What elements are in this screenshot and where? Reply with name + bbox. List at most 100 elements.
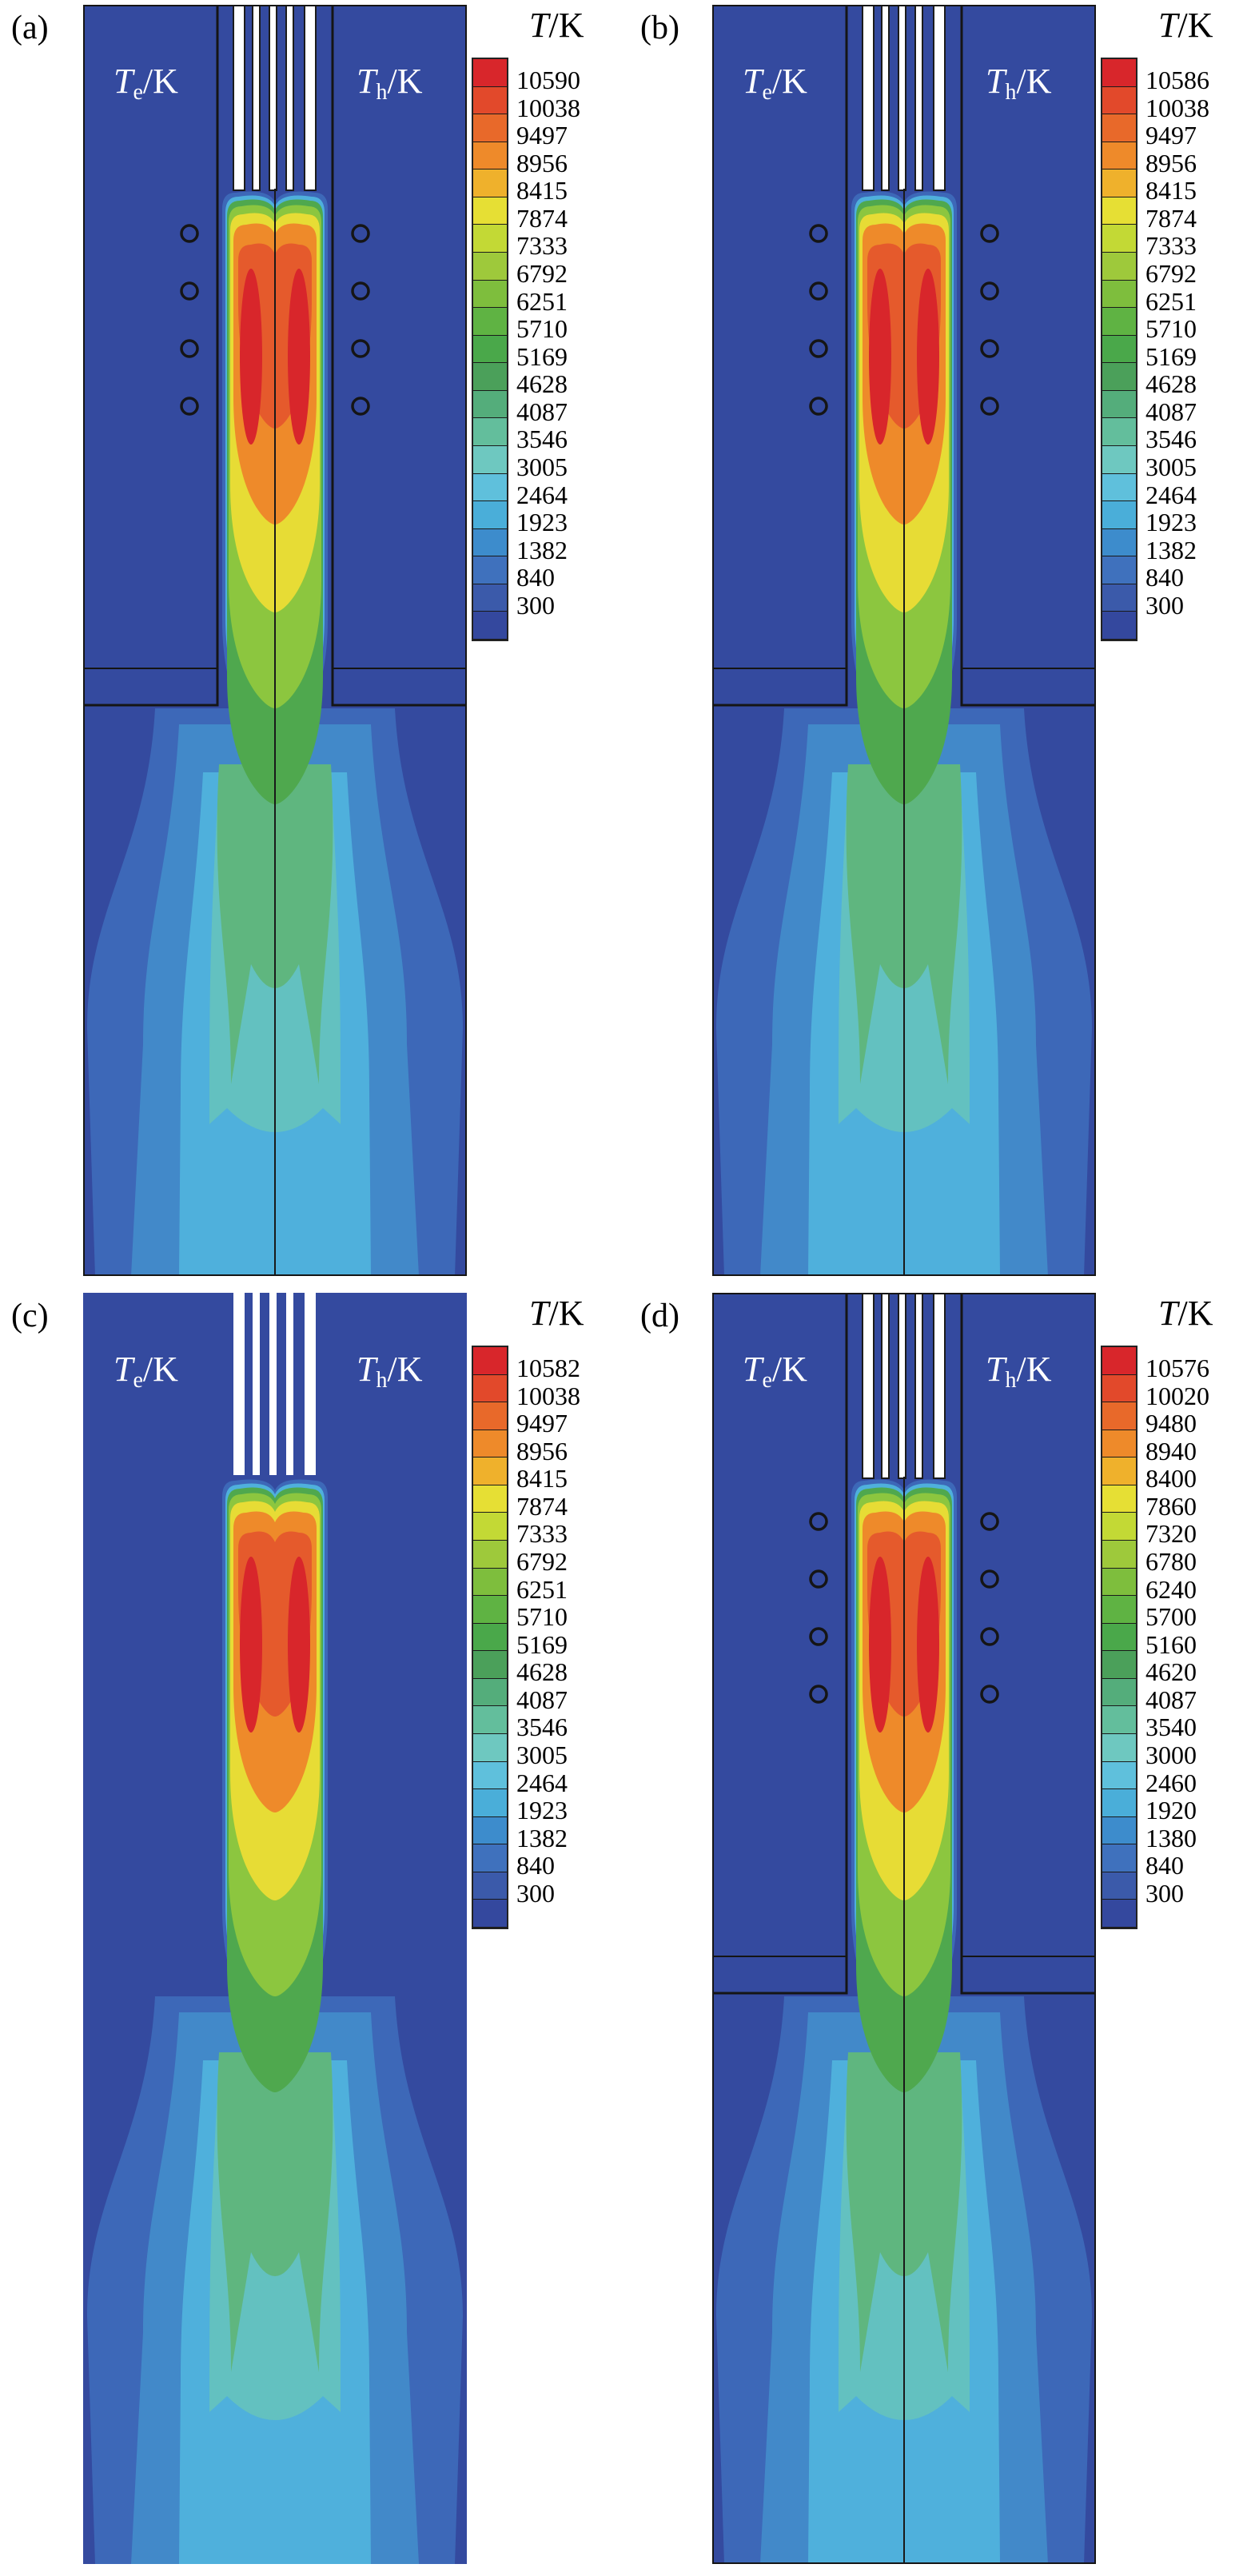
- colorbar-legend: T/K 10582 10038 9497 8956 8415 7874 7333 6792 625…: [472, 1296, 624, 1936]
- coil-icon: [180, 397, 199, 416]
- colorbar-tick-label: 1923: [1145, 508, 1197, 537]
- plot-area: [83, 5, 467, 1276]
- heavy-temperature-label: Th/K: [986, 1352, 1051, 1392]
- colorbar-tick-label: 5169: [516, 1629, 568, 1659]
- electron-temperature-label: Te/K: [114, 64, 178, 104]
- colorbar-swatch: [473, 1513, 507, 1541]
- colorbar-tick-label: 4087: [1145, 397, 1197, 426]
- hot-lobe: [869, 1557, 891, 1733]
- injector-tube: [269, 5, 277, 191]
- colorbar-swatch: [1102, 1900, 1136, 1928]
- injector-tube: [253, 1293, 260, 1475]
- colorbar-legend: T/K 10576 10020 9480 8940 8400 7860 7320 6780 624…: [1101, 1296, 1253, 1936]
- coil-icon: [809, 1627, 828, 1646]
- temperature-field: [712, 1293, 1096, 2564]
- plot-area: [712, 1293, 1096, 2564]
- colorbar-swatch: [473, 1872, 507, 1900]
- colorbar-tick-label: 5169: [516, 341, 568, 371]
- temperature-subscript: h: [376, 80, 388, 105]
- temperature-symbol: T: [357, 62, 377, 101]
- colorbar-swatch: [1102, 59, 1136, 87]
- colorbar-swatch: [473, 584, 507, 612]
- coil-icon: [180, 224, 199, 243]
- colorbar-tick-label: 7333: [516, 1519, 568, 1549]
- colorbar-tick-label: 5160: [1145, 1629, 1197, 1659]
- colorbar-tick-label: 4620: [1145, 1657, 1197, 1687]
- electron-temperature-label: Te/K: [743, 64, 807, 104]
- colorbar-swatch: [473, 225, 507, 253]
- injector-tube: [914, 1293, 923, 1479]
- panel-label: (d): [640, 1298, 679, 1334]
- coil-icon: [180, 339, 199, 358]
- colorbar-swatch: [473, 59, 507, 87]
- colorbar-tick-label: 3005: [1145, 453, 1197, 481]
- colorbar-swatch: [1102, 1430, 1136, 1458]
- colorbar-tick-label: 5710: [516, 314, 568, 344]
- colorbar-tick-label: 300: [1145, 590, 1184, 620]
- legend-title-symbol: T: [529, 1294, 549, 1333]
- colorbar-tick-label: 840: [516, 563, 555, 592]
- figure-panel: (b) Te/K Th/K T/K 10586 10038 9497 8956 8415 7874…: [629, 0, 1258, 1288]
- colorbar-tick-label: 4087: [516, 397, 568, 426]
- injector-tube: [881, 5, 890, 191]
- colorbar-tick-label: 840: [516, 1851, 555, 1880]
- temperature-symbol: T: [743, 62, 763, 101]
- injector-tube: [933, 5, 946, 191]
- colorbar-tick-label: 3546: [516, 425, 568, 454]
- colorbar-swatch: [473, 1789, 507, 1817]
- temperature-subscript: h: [376, 1368, 388, 1393]
- temperature-subscript: e: [133, 80, 143, 105]
- colorbar-swatch: [1102, 473, 1136, 502]
- colorbar-tick-label: 10582: [516, 1354, 580, 1382]
- coil-icon: [980, 1512, 999, 1531]
- colorbar-tick-label: 1923: [516, 508, 568, 537]
- colorbar-swatch: [1102, 253, 1136, 281]
- coil-icon: [809, 1569, 828, 1589]
- colorbar: [472, 1346, 508, 1929]
- temperature-symbol: T: [986, 62, 1006, 101]
- injector-tube: [862, 1293, 875, 1479]
- colorbar-swatch: [473, 280, 507, 309]
- temperature-field: [712, 5, 1096, 1276]
- temperature-subscript: e: [762, 1368, 772, 1393]
- colorbar-tick-label: 4628: [516, 369, 568, 399]
- colorbar-tick-label: 1382: [516, 535, 568, 564]
- colorbar-tick-label: 9497: [1145, 121, 1197, 150]
- colorbar-swatch: [1102, 1568, 1136, 1597]
- colorbar-swatch: [473, 1430, 507, 1458]
- coil-icon: [980, 397, 999, 416]
- colorbar-swatch: [1102, 1513, 1136, 1541]
- injector-tube: [898, 1293, 906, 1479]
- colorbar-tick-label: 3005: [516, 453, 568, 481]
- colorbar-swatch: [473, 142, 507, 170]
- colorbar-swatch: [1102, 363, 1136, 391]
- colorbar-tick-label: 3546: [1145, 425, 1197, 454]
- colorbar-tick-label: 6792: [1145, 259, 1197, 288]
- colorbar-tick-label: 8415: [516, 176, 568, 205]
- colorbar: [472, 58, 508, 641]
- colorbar: [1101, 58, 1137, 641]
- colorbar-swatch: [473, 169, 507, 197]
- coil-icon: [980, 1627, 999, 1646]
- torch-wall: [712, 5, 848, 707]
- torch-wall: [960, 5, 1096, 707]
- injector-tube: [305, 1293, 316, 1475]
- injector-tube: [286, 1293, 293, 1475]
- coil-icon: [980, 224, 999, 243]
- temperature-subscript: e: [133, 1368, 143, 1393]
- colorbar-tick-label: 10590: [516, 66, 580, 94]
- colorbar-tick-label: 7860: [1145, 1491, 1197, 1521]
- temperature-subscript: h: [1005, 80, 1017, 105]
- colorbar-tick-label: 6240: [1145, 1574, 1197, 1604]
- panel-label: (b): [640, 10, 679, 46]
- colorbar-swatch: [1102, 1374, 1136, 1403]
- colorbar-tick-label: 9497: [516, 1409, 568, 1438]
- domain-border: [712, 5, 1096, 1276]
- colorbar-tick-label: 5700: [1145, 1602, 1197, 1632]
- injector-tube: [269, 1293, 277, 1475]
- colorbar-tick-label: 1920: [1145, 1796, 1197, 1825]
- colorbar-tick-label: 6792: [516, 259, 568, 288]
- colorbar-swatch: [1102, 1485, 1136, 1513]
- colorbar-swatch: [473, 1706, 507, 1734]
- temperature-unit: /K: [142, 1350, 178, 1389]
